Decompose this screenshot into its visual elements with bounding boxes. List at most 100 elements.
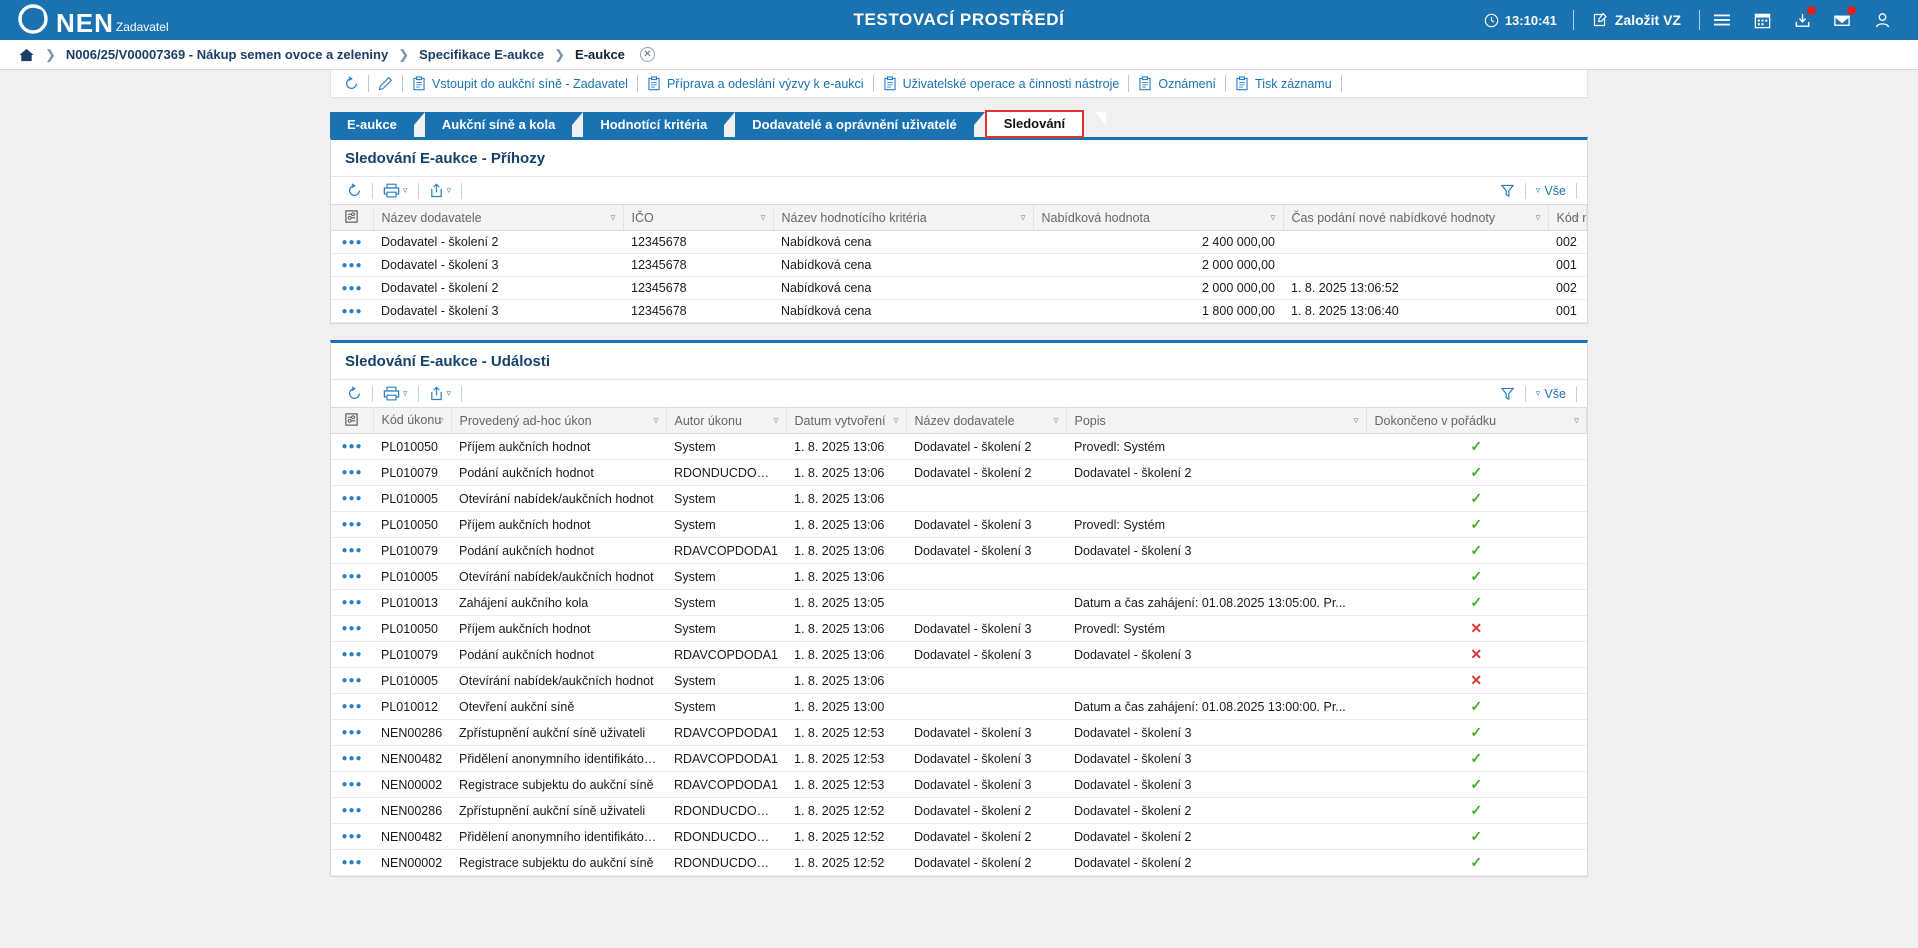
row-menu-icon[interactable]: ●●● [331, 230, 373, 254]
table-row[interactable]: ●●● PL010050 Příjem aukčních hodnot System 1… [331, 433, 1587, 460]
row-menu-icon[interactable]: ●●● [331, 511, 373, 538]
sort-caret-icon[interactable]: ▿ [1270, 212, 1276, 223]
table-row[interactable]: ●●● Dodavatel - školení 2 12345678 Nabíd… [331, 230, 1587, 254]
grid-filter-button[interactable] [1492, 386, 1523, 401]
table-row[interactable]: ●●● NEN00482 Přidělení anonymního identifi… [331, 823, 1587, 850]
col-nabidkova-hodnota[interactable]: Nabídková hodnota ▿ [1033, 204, 1284, 231]
home-icon[interactable] [18, 47, 35, 63]
col-popis[interactable]: Popis ▿ [1066, 407, 1367, 434]
create-vz-button[interactable]: Založit VZ [1576, 12, 1697, 28]
tab-eaukce[interactable]: E-aukce [330, 112, 425, 138]
row-menu-icon[interactable]: ●●● [331, 433, 373, 460]
sort-caret-icon[interactable]: ▿ [1535, 212, 1541, 223]
row-menu-icon[interactable]: ●●● [331, 641, 373, 668]
row-menu-icon[interactable]: ●●● [331, 719, 373, 746]
col-autor-ukonu[interactable]: Autor úkonu ▿ [666, 407, 787, 434]
col-dokonceno-v-poradku[interactable]: Dokončeno v pořádku ▿ [1366, 407, 1587, 434]
action-prepare-invitation[interactable]: Příprava a odeslání výzvy k e-aukci [638, 76, 873, 91]
row-menu-icon[interactable]: ●●● [331, 667, 373, 694]
table-row[interactable]: ●●● PL010079 Podání aukčních hodnot RDAVCOP… [331, 537, 1587, 564]
action-print-record[interactable]: Tisk záznamu [1226, 76, 1341, 91]
table-row[interactable]: ●●● PL010050 Příjem aukčních hodnot System 1… [331, 511, 1587, 538]
grid-refresh-button[interactable] [339, 386, 370, 401]
row-menu-icon[interactable]: ●●● [331, 849, 373, 876]
row-menu-icon[interactable]: ●●● [331, 771, 373, 798]
table-row[interactable]: ●●● Dodavatel - školení 3 12345678 Nabíd… [331, 299, 1587, 323]
table-row[interactable]: ●●● PL010079 Podání aukčních hodnot RDONDUC… [331, 459, 1587, 486]
edit-action[interactable] [369, 76, 402, 91]
col-nazev-hodnoticiho-kriteria[interactable]: Název hodnotícího kritéria ▿ [773, 204, 1034, 231]
col-nazev-dodavatele[interactable]: Název dodavatele ▿ [373, 204, 624, 231]
mail-icon[interactable] [1822, 5, 1862, 35]
grid-view-selector[interactable]: ▿ Vše [1528, 387, 1574, 401]
sort-caret-icon[interactable]: ▿ [1573, 212, 1579, 223]
action-notifications[interactable]: Oznámení [1129, 76, 1225, 91]
refresh-action[interactable] [335, 76, 368, 91]
row-menu-icon[interactable]: ●●● [331, 253, 373, 277]
table-row[interactable]: ●●● PL010005 Otevírání nabídek/aukčních ho… [331, 667, 1587, 694]
sort-caret-icon[interactable]: ▿ [893, 415, 899, 426]
action-enter-auction-hall[interactable]: Vstoupit do aukční síně - Zadavatel [403, 76, 637, 91]
tab-aukcni-sine-a-kola[interactable]: Aukční síně a kola [424, 112, 584, 138]
row-menu-icon[interactable]: ●●● [331, 299, 373, 323]
sort-caret-icon[interactable]: ▿ [653, 415, 659, 426]
row-menu-icon[interactable]: ●●● [331, 485, 373, 512]
table-row[interactable]: ●●● NEN00286 Zpřístupnění aukční síně uživ… [331, 719, 1587, 746]
sort-caret-icon[interactable]: ▿ [1573, 415, 1579, 426]
column-picker-button[interactable] [331, 407, 374, 434]
sort-caret-icon[interactable]: ▿ [1053, 415, 1059, 426]
row-menu-icon[interactable]: ●●● [331, 537, 373, 564]
grid-refresh-button[interactable] [339, 183, 370, 198]
grid-filter-button[interactable] [1492, 183, 1523, 198]
column-picker-button[interactable] [331, 204, 374, 231]
grid-export-button[interactable]: ▿ [421, 183, 460, 198]
row-menu-icon[interactable]: ●●● [331, 563, 373, 590]
tab-sledovani[interactable]: Sledování [984, 110, 1085, 138]
sort-caret-icon[interactable]: ▿ [1020, 212, 1026, 223]
user-icon[interactable] [1862, 5, 1902, 35]
col-provedeny-ukon[interactable]: Provedený ad-hoc úkon ▿ [451, 407, 667, 434]
table-row[interactable]: ●●● NEN00002 Registrace subjektu do aukční… [331, 849, 1587, 876]
table-row[interactable]: ●●● PL010079 Podání aukčních hodnot RDAVCOP… [331, 641, 1587, 668]
col-nazev-dodavatele[interactable]: Název dodavatele ▿ [906, 407, 1067, 434]
table-row[interactable]: ●●● NEN00482 Přidělení anonymního identifi… [331, 745, 1587, 772]
row-menu-icon[interactable]: ●●● [331, 589, 373, 616]
col-ico[interactable]: IČO ▿ [623, 204, 774, 231]
col-kod-ukonu[interactable]: Kód úkonu ▿ [373, 407, 452, 434]
sort-caret-icon[interactable]: ▿ [610, 212, 616, 223]
table-row[interactable]: ●●● Dodavatel - školení 2 12345678 Nabíd… [331, 276, 1587, 300]
row-menu-icon[interactable]: ●●● [331, 693, 373, 720]
breadcrumb-item-specification[interactable]: Specifikace E-aukce [419, 47, 545, 62]
row-menu-icon[interactable]: ●●● [331, 745, 373, 772]
sort-caret-icon[interactable]: ▿ [438, 414, 444, 426]
table-row[interactable]: ●●● NEN00286 Zpřístupnění aukční síně uživ… [331, 797, 1587, 824]
menu-icon[interactable] [1702, 5, 1742, 35]
grid-export-button[interactable]: ▿ [421, 386, 460, 401]
row-menu-icon[interactable]: ●●● [331, 276, 373, 300]
breadcrumb-item-procurement[interactable]: N006/25/V00007369 - Nákup semen ovoce a … [65, 47, 389, 62]
close-icon[interactable]: ✕ [639, 47, 655, 62]
table-row[interactable]: ●●● PL010005 Otevírání nabídek/aukčních ho… [331, 563, 1587, 590]
col-datum-vytvoreni[interactable]: Datum vytvoření ▿ [786, 407, 907, 434]
grid-print-button[interactable]: ▿ [375, 183, 416, 198]
row-menu-icon[interactable]: ●●● [331, 615, 373, 642]
grid-view-selector[interactable]: ▿ Vše [1528, 184, 1574, 198]
table-row[interactable]: ●●● PL010012 Otevření aukční síně System 1. … [331, 693, 1587, 720]
tab-dodavatele-a-opravneni-uzivatele[interactable]: Dodavatelé a oprávnění uživatelé [735, 112, 986, 138]
table-row[interactable]: ●●● Dodavatel - školení 3 12345678 Nabíd… [331, 253, 1587, 277]
table-row[interactable]: ●●● NEN00002 Registrace subjektu do aukční… [331, 771, 1587, 798]
col-kod-nabidky[interactable]: Kód nabídky ▿ [1548, 204, 1587, 231]
grid-print-button[interactable]: ▿ [375, 386, 416, 401]
sort-caret-icon[interactable]: ▿ [1353, 415, 1359, 426]
row-menu-icon[interactable]: ●●● [331, 823, 373, 850]
inbox-download-icon[interactable] [1782, 5, 1822, 35]
table-row[interactable]: ●●● PL010005 Otevírání nabídek/aukčních ho… [331, 485, 1587, 512]
calendar-icon[interactable] [1742, 5, 1782, 35]
col-cas-podani[interactable]: Čas podání nové nabídkové hodnoty ▿ [1283, 204, 1549, 231]
table-row[interactable]: ●●● PL010013 Zahájení aukčního kola System 1… [331, 589, 1587, 616]
breadcrumb-item-eaukce[interactable]: E-aukce [575, 47, 625, 62]
sort-caret-icon[interactable]: ▿ [760, 212, 766, 223]
sort-caret-icon[interactable]: ▿ [773, 415, 779, 426]
action-user-operations[interactable]: Uživatelské operace a činnosti nástroje [874, 76, 1129, 91]
row-menu-icon[interactable]: ●●● [331, 797, 373, 824]
